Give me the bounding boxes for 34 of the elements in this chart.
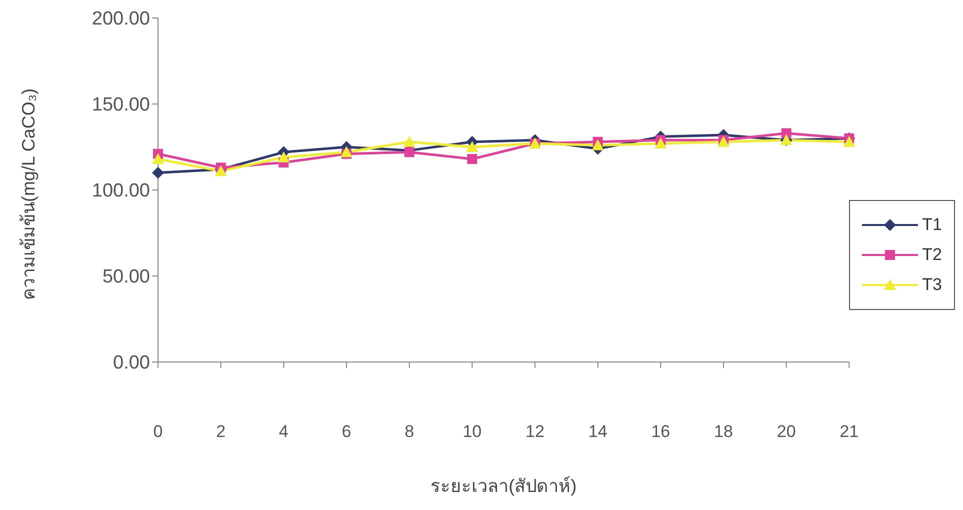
x-tick-label: 14 [588, 422, 608, 442]
x-tick-label: 8 [404, 422, 414, 442]
x-tick-label: 0 [153, 422, 163, 442]
point [781, 128, 792, 138]
y-tick-label: 200.00 [92, 8, 150, 30]
x-tick-label: 6 [342, 422, 352, 442]
x-tick-label: 18 [714, 422, 733, 442]
point [152, 166, 164, 179]
point [466, 141, 478, 152]
legend-label: T3 [922, 275, 942, 295]
x-tick-label: 2 [216, 422, 226, 442]
x-tick-label: 21 [840, 422, 859, 442]
point [404, 147, 414, 158]
point [843, 136, 856, 147]
point [278, 151, 290, 162]
x-tick-label: 10 [462, 422, 482, 442]
y-tick-label: 100.00 [92, 180, 150, 202]
point [592, 139, 604, 150]
y-axis-title: ความเข้มข้น(mg/L CaCO₃) [18, 88, 38, 300]
point [403, 136, 416, 147]
point [654, 138, 667, 149]
y-tick-label: 0.00 [113, 352, 150, 374]
point [152, 153, 164, 164]
x-tick-label: 20 [776, 422, 796, 442]
point [340, 146, 352, 158]
y-tick-label: 50.00 [102, 266, 150, 288]
x-axis-title: ระยะเวลา(สัปดาห์) [430, 476, 577, 496]
x-tick-label: 12 [526, 422, 544, 442]
x-tick-label: 16 [651, 422, 670, 442]
point [467, 154, 478, 164]
legend-label: T2 [922, 245, 942, 265]
legend-label: T1 [922, 215, 942, 235]
x-tick-label: 4 [278, 422, 288, 442]
y-tick-label: 150.00 [92, 94, 150, 116]
